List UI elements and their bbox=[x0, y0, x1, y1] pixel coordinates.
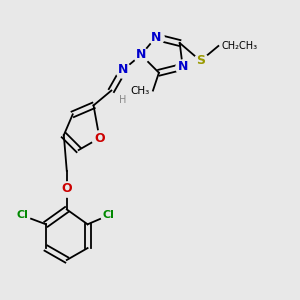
Text: Cl: Cl bbox=[103, 210, 114, 220]
Text: N: N bbox=[178, 60, 188, 73]
Text: N: N bbox=[136, 48, 146, 62]
Text: O: O bbox=[61, 182, 72, 195]
Text: H: H bbox=[119, 95, 126, 105]
Text: O: O bbox=[94, 132, 105, 145]
Text: Cl: Cl bbox=[16, 210, 28, 220]
Text: CH₃: CH₃ bbox=[131, 85, 150, 96]
Text: N: N bbox=[151, 31, 161, 44]
Text: CH₂CH₃: CH₂CH₃ bbox=[221, 41, 257, 51]
Text: S: S bbox=[196, 54, 205, 67]
Text: N: N bbox=[118, 63, 128, 76]
